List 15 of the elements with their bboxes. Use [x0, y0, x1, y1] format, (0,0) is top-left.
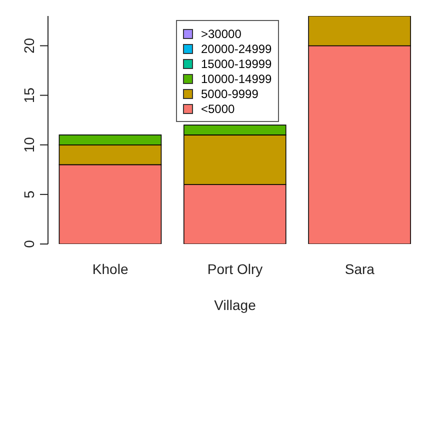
legend-label: >30000: [201, 26, 242, 40]
y-tick-label: 20: [21, 38, 37, 54]
x-tick-label: Khole: [92, 260, 128, 277]
legend-label: <5000: [201, 102, 235, 116]
y-tick-label: 10: [21, 136, 37, 153]
legend-label: 20000-24999: [201, 42, 272, 56]
x-axis-title: Village: [214, 297, 256, 313]
y-tick-label: 15: [21, 87, 37, 104]
legend-label: 10000-14999: [201, 72, 272, 86]
legend-label: 5000-9999: [201, 86, 258, 100]
x-tick-label: Port Olry: [207, 260, 263, 277]
x-tick-label: Sara: [344, 260, 375, 277]
y-tick-label: 0: [21, 240, 37, 248]
y-tick-label: 5: [21, 190, 37, 198]
legend-label: 15000-19999: [201, 56, 272, 70]
